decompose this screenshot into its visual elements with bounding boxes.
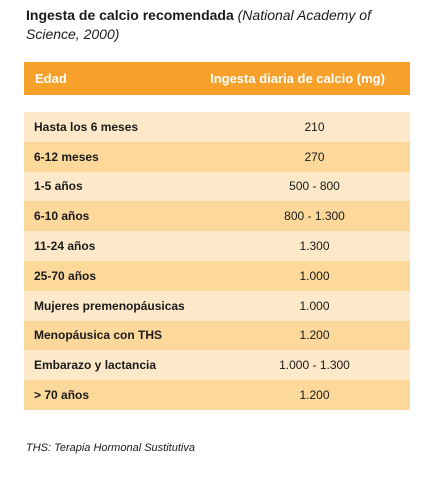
table-row: > 70 años 1.200 [24, 380, 410, 410]
cell-intake: 1.200 [299, 388, 330, 403]
title-main: Ingesta de calcio recomendada [26, 7, 234, 23]
cell-intake: 210 [304, 119, 325, 134]
header-age: Edad [35, 71, 67, 86]
cell-intake: 270 [304, 149, 325, 164]
cell-intake: 1.200 [299, 328, 330, 343]
header-intake: Ingesta diaria de calcio (mg) [210, 71, 385, 86]
cell-age: Hasta los 6 meses [34, 119, 139, 134]
cell-intake: 1.000 [299, 268, 330, 283]
cell-age: Menopáusica con THS [34, 328, 163, 343]
cell-intake: 1.000 [299, 298, 330, 313]
footnote: THS: Terapia Hormonal Sustitutiva [26, 442, 195, 454]
document-title: Ingesta de calcio recomendada (National … [26, 6, 406, 44]
cell-intake: 800 - 1.300 [284, 209, 345, 224]
cell-intake: 500 - 800 [289, 179, 340, 194]
table-row: 6-12 meses 270 [24, 141, 410, 172]
cell-age: 11-24 años [34, 239, 96, 254]
cell-age: 6-10 años [34, 209, 90, 224]
table-spacer [24, 95, 410, 112]
table-row: Hasta los 6 meses 210 [24, 112, 410, 142]
cell-intake: 1.000 - 1.300 [279, 358, 350, 373]
cell-intake: 1.300 [299, 239, 330, 254]
table-row: 6-10 años 800 - 1.300 [24, 201, 410, 232]
cell-age: > 70 años [34, 388, 90, 403]
title-reference: (National Academy of Science, 2000) [26, 7, 371, 42]
table-header: Edad Ingesta diaria de calcio (mg) [24, 62, 410, 95]
cell-age: Mujeres premenopáusicas [34, 298, 185, 313]
table-row: 25-70 años 1.000 [24, 260, 410, 291]
table-row: Mujeres premenopáusicas 1.000 [24, 290, 410, 321]
cell-age: 6-12 meses [34, 149, 99, 164]
calcium-intake-table: Edad Ingesta diaria de calcio (mg) Hasta… [24, 62, 410, 410]
table-row: 1-5 años 500 - 800 [24, 171, 410, 202]
cell-age: 1-5 años [34, 179, 83, 194]
cell-age: 25-70 años [34, 268, 97, 283]
cell-age: Embarazo y lactancia [34, 358, 157, 373]
table-row: 11-24 años 1.300 [24, 231, 410, 261]
table-row: Embarazo y lactancia 1.000 - 1.300 [24, 350, 410, 381]
table-row: Menopáusica con THS 1.200 [24, 320, 410, 351]
